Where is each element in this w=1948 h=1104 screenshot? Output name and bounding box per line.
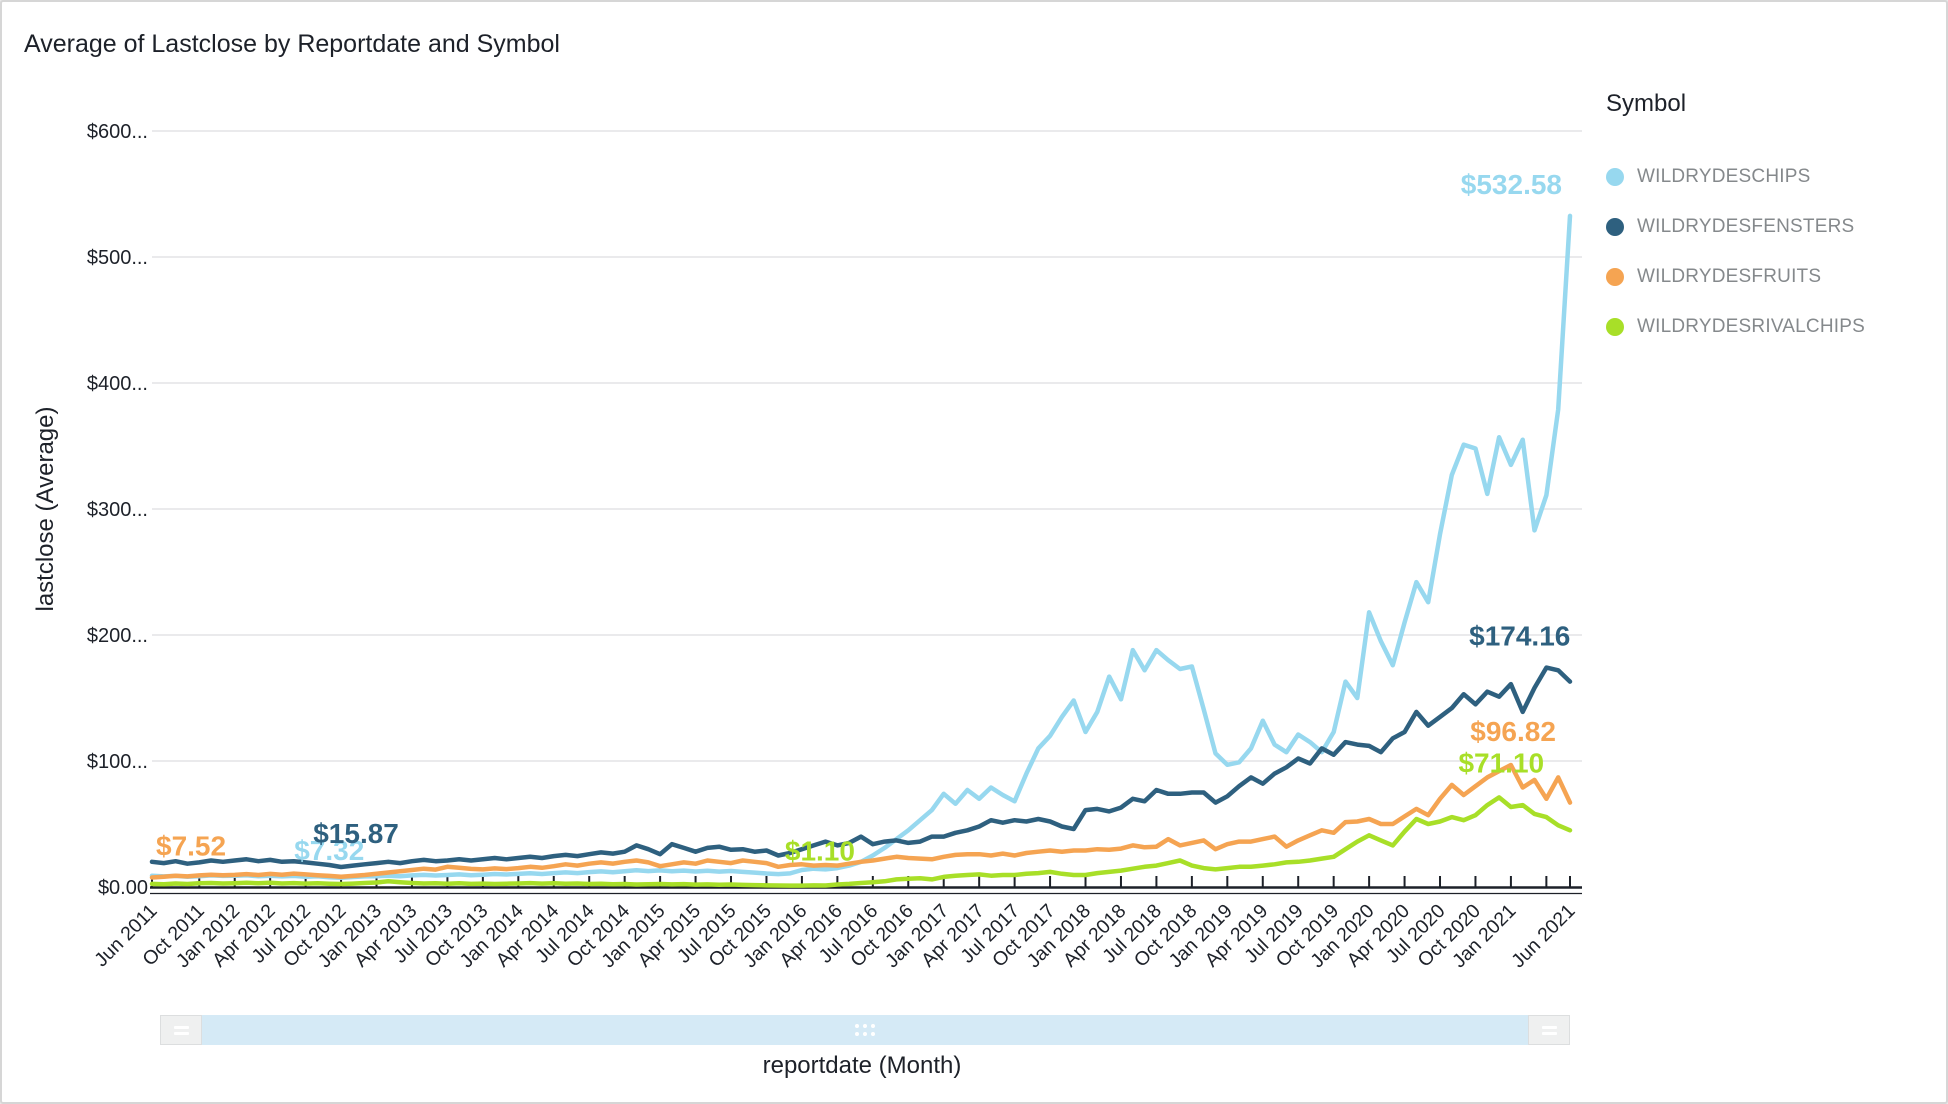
- drag-grip-icon: [173, 1025, 189, 1029]
- x-axis-title: reportdate (Month): [762, 1052, 962, 1079]
- x-tick-label: Jun 2021: [1507, 900, 1579, 972]
- legend-item-wildrydesfensters[interactable]: WILDRYDESFENSTERS: [1606, 202, 1942, 252]
- legend-swatch-icon: [1606, 168, 1624, 186]
- legend: Symbol WILDRYDESCHIPS WILDRYDESFENSTERS WI…: [1606, 90, 1942, 352]
- y-tick-label: $300...: [87, 499, 148, 521]
- legend-swatch-icon: [1606, 268, 1624, 286]
- data-label: $7.52: [156, 831, 226, 862]
- chart-title: Average of Lastclose by Reportdate and S…: [24, 30, 560, 58]
- date-range-scrollbar[interactable]: [160, 1015, 1570, 1045]
- drag-grip-icon: [173, 1031, 189, 1035]
- legend-title: Symbol: [1606, 90, 1687, 117]
- legend-swatch-icon: [1606, 218, 1624, 236]
- scrollbar-track[interactable]: [202, 1015, 1528, 1045]
- data-label: $15.87: [313, 818, 399, 849]
- y-axis-title: lastclose (Average): [32, 406, 59, 612]
- series-line-wildrydesfensters[interactable]: [149, 665, 1573, 870]
- y-tick-label: $0.00: [98, 877, 148, 899]
- y-tick-label: $100...: [87, 751, 148, 773]
- y-tick-label: $400...: [87, 373, 148, 395]
- y-tick-label: $600...: [87, 121, 148, 143]
- legend-item-wildrydeschips[interactable]: WILDRYDESCHIPS: [1606, 152, 1942, 202]
- series-line-wildrydesrivalchips[interactable]: [149, 795, 1573, 888]
- drag-grip-icon: [1541, 1025, 1557, 1029]
- data-label: $7.32: [294, 835, 364, 866]
- data-label: $71.10: [1458, 747, 1544, 778]
- legend-item-label: WILDRYDESFENSTERS: [1637, 216, 1855, 237]
- scrollbar-left-handle[interactable]: [160, 1015, 202, 1045]
- data-label: $96.82: [1470, 716, 1556, 747]
- legend-item-label: WILDRYDESFRUITS: [1637, 266, 1822, 287]
- data-label: $1.10: [785, 836, 855, 867]
- legend-item-label: WILDRYDESCHIPS: [1637, 166, 1811, 187]
- scrollbar-right-handle[interactable]: [1528, 1015, 1570, 1045]
- legend-item-label: WILDRYDESRIVALCHIPS: [1637, 316, 1865, 337]
- legend-item-wildrydesrivalchips[interactable]: WILDRYDESRIVALCHIPS: [1606, 302, 1942, 352]
- y-tick-label: $200...: [87, 625, 148, 647]
- y-tick-label: $500...: [87, 247, 148, 269]
- drag-dots-icon: [855, 1024, 875, 1036]
- data-label: $174.16: [1469, 621, 1570, 652]
- legend-item-wildrydesfruits[interactable]: WILDRYDESFRUITS: [1606, 252, 1942, 302]
- series-line-wildrydesfruits[interactable]: [149, 762, 1573, 880]
- drag-grip-icon: [1541, 1031, 1557, 1035]
- data-label: $532.58: [1461, 169, 1562, 200]
- series-line-wildrydeschips[interactable]: [149, 213, 1573, 881]
- legend-swatch-icon: [1606, 318, 1624, 336]
